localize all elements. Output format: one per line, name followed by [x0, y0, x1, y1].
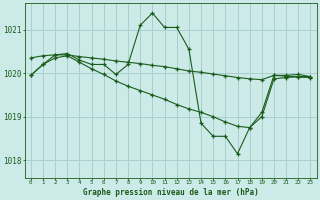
- X-axis label: Graphe pression niveau de la mer (hPa): Graphe pression niveau de la mer (hPa): [83, 188, 259, 197]
